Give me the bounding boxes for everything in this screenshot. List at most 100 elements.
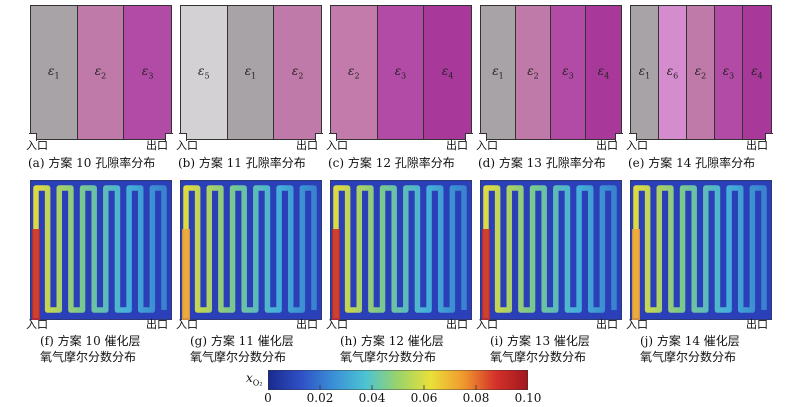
outlet-label: 出口 — [446, 318, 468, 331]
panel-caption-line2: 氧气摩尔分数分布 — [640, 350, 737, 364]
strip-label-sub: 5 — [204, 71, 210, 81]
oxygen-field-panel — [30, 180, 172, 320]
panel-caption-line2: 氧气摩尔分数分布 — [40, 350, 137, 364]
porosity-panel: ε2 ε3 ε4 — [330, 5, 472, 140]
strip-label-sub: 6 — [673, 71, 679, 81]
serpentine-channel — [483, 185, 617, 318]
strip-label-sub: 1 — [251, 71, 257, 81]
outlet-label: 出口 — [596, 318, 618, 331]
inlet-notch — [179, 133, 187, 141]
strip-label: ε3 — [141, 64, 154, 81]
serpentine-channel — [633, 185, 767, 318]
strip-label: ε3 — [394, 64, 407, 81]
strip-label: ε1 — [638, 64, 651, 81]
porosity-strip: ε6 — [659, 6, 687, 139]
porosity-panel: ε1 ε2 ε3 ε4 — [480, 5, 622, 140]
inlet-label: 入口 — [476, 318, 498, 331]
outlet-notch — [315, 133, 323, 141]
panel-caption: (c) 方案 12 孔隙率分布 — [328, 156, 455, 170]
colorbar-tick-label: 0 — [264, 391, 272, 405]
oxygen-field-panel — [330, 180, 472, 320]
inlet-label: 入口 — [326, 318, 348, 331]
oxygen-field-panel — [480, 180, 622, 320]
porosity-panel: ε1 ε2 ε3 — [30, 5, 172, 140]
strip-label: ε4 — [597, 64, 610, 81]
strip-label: ε2 — [348, 64, 360, 81]
inlet-label: 入口 — [626, 139, 648, 152]
colorbar-tick-label: 0.04 — [358, 391, 386, 405]
colorbar-label: xO₂ — [246, 371, 263, 388]
panel-caption: (e) 方案 14 孔隙率分布 — [628, 156, 756, 170]
porosity-panel: ε5 ε1 ε2 — [180, 5, 322, 140]
panel-caption: (f) 方案 10 催化层 — [40, 334, 141, 348]
strip-label-sub: 4 — [757, 71, 763, 81]
inlet-hotspot — [482, 229, 490, 320]
panel-caption: (i) 方案 13 催化层 — [490, 334, 590, 348]
inlet-label: 入口 — [176, 139, 198, 152]
serpentine-channel — [333, 185, 467, 318]
inlet-label: 入口 — [176, 318, 198, 331]
porosity-strip: ε4 — [586, 6, 621, 139]
strip-label-sub: 1 — [54, 71, 60, 81]
inlet-hotspot — [332, 229, 340, 320]
field-background — [480, 180, 622, 320]
panel-caption: (j) 方案 14 催化层 — [640, 334, 740, 348]
field-background — [630, 180, 772, 320]
panel-caption: (d) 方案 13 孔隙率分布 — [478, 156, 606, 170]
porosity-strip: ε3 — [551, 6, 586, 139]
strip-label: ε5 — [198, 64, 210, 81]
strip-label-sub: 3 — [568, 71, 574, 81]
oxygen-field-svg — [180, 180, 322, 320]
strip-label: ε2 — [527, 64, 539, 81]
porosity-strip: ε1 — [31, 6, 78, 139]
colorbar-tick-label: 0.10 — [514, 391, 542, 405]
outlet-label: 出口 — [446, 139, 468, 152]
oxygen-field-panel — [180, 180, 322, 320]
strip-label-sub: 3 — [148, 71, 154, 81]
outlet-label: 出口 — [296, 318, 318, 331]
outlet-label: 出口 — [146, 318, 168, 331]
strip-label-sub: 3 — [729, 71, 735, 81]
inlet-notch — [629, 133, 637, 141]
inlet-hotspot — [632, 229, 640, 320]
strip-label: ε1 — [244, 64, 257, 81]
outlet-notch — [465, 133, 473, 141]
field-background — [330, 180, 472, 320]
porosity-strip: ε3 — [377, 6, 425, 139]
porosity-strip: ε3 — [715, 6, 743, 139]
colorbar-tick-label: 0.02 — [306, 391, 334, 405]
strip-label: ε2 — [694, 64, 707, 81]
panel-caption-line2: 氧气摩尔分数分布 — [490, 350, 587, 364]
serpentine-channel — [183, 185, 317, 318]
oxygen-field-svg — [480, 180, 622, 320]
inlet-hotspot — [182, 229, 190, 320]
porosity-strip: ε2 — [77, 6, 125, 139]
outlet-label: 出口 — [296, 139, 318, 152]
strip-label: ε2 — [291, 64, 304, 81]
strip-label-sub: 2 — [101, 71, 107, 81]
inlet-notch — [29, 133, 37, 141]
outlet-label: 出口 — [146, 139, 168, 152]
colorbar-tick-label: 0.08 — [462, 391, 490, 405]
field-background — [180, 180, 322, 320]
porosity-strip: ε5 — [181, 6, 228, 139]
panel-caption-line2: 氧气摩尔分数分布 — [340, 350, 437, 364]
panel-caption: (a) 方案 10 孔隙率分布 — [28, 156, 156, 170]
porosity-strip: ε2 — [331, 6, 378, 139]
inlet-label: 入口 — [626, 318, 648, 331]
strip-label: ε2 — [94, 64, 107, 81]
porosity-strip: ε1 — [631, 6, 659, 139]
strip-label: ε1 — [48, 64, 60, 81]
porosity-strip: ε2 — [687, 6, 715, 139]
porosity-strip: ε4 — [424, 6, 471, 139]
inlet-label: 入口 — [476, 139, 498, 152]
inlet-label: 入口 — [326, 139, 348, 152]
strip-label-sub: 4 — [604, 71, 610, 81]
oxygen-field-svg — [630, 180, 772, 320]
colorbar — [268, 370, 528, 390]
outlet-notch — [165, 133, 173, 141]
strip-label-sub: 3 — [401, 71, 407, 81]
inlet-notch — [479, 133, 487, 141]
strip-label-sub: 4 — [448, 71, 454, 81]
outlet-notch — [765, 133, 773, 141]
